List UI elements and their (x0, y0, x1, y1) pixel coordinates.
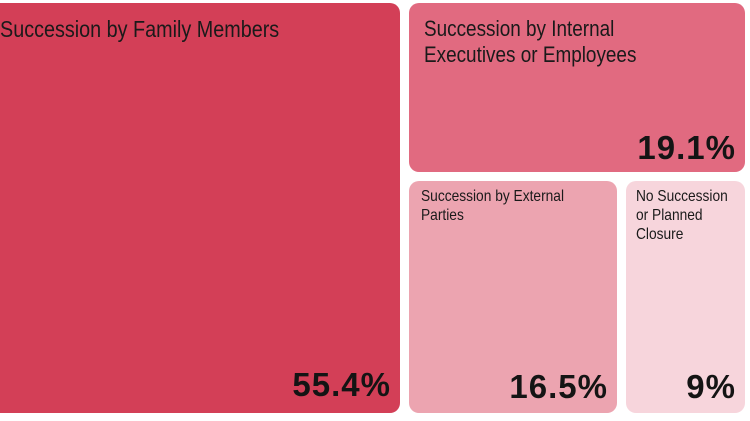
tile-label: Succession by Internal Executives or Emp… (424, 16, 636, 69)
tile-label-line: Succession by External (421, 188, 565, 205)
tile-label-line: No Succession (636, 188, 728, 205)
tile-label: Succession by Family Members (0, 16, 279, 44)
tile-succession-internal-executives: Succession by Internal Executives or Emp… (409, 3, 745, 172)
tile-value: 16.5% (509, 368, 608, 405)
tile-label-line: Parties (421, 207, 464, 225)
tile-label: Succession by External Parties (421, 187, 564, 225)
tile-label: No Succession or Planned Closure (636, 187, 728, 245)
tile-label-line: Succession by Internal (424, 16, 615, 41)
tile-no-succession-closure: No Succession or Planned Closure 9% (626, 181, 745, 413)
tile-label-line: Closure (636, 226, 684, 244)
tile-succession-external-parties: Succession by External Parties 16.5% (409, 181, 617, 413)
tile-label-line: Executives or Employees (424, 42, 637, 68)
tile-label-line: or Planned (636, 207, 703, 225)
tile-value: 55.4% (292, 366, 391, 403)
tile-succession-family-members: Succession by Family Members 55.4% (0, 3, 400, 413)
tile-label-line: Succession by Family Members (0, 16, 280, 42)
tile-value: 9% (686, 368, 736, 405)
tile-value: 19.1% (637, 129, 736, 166)
